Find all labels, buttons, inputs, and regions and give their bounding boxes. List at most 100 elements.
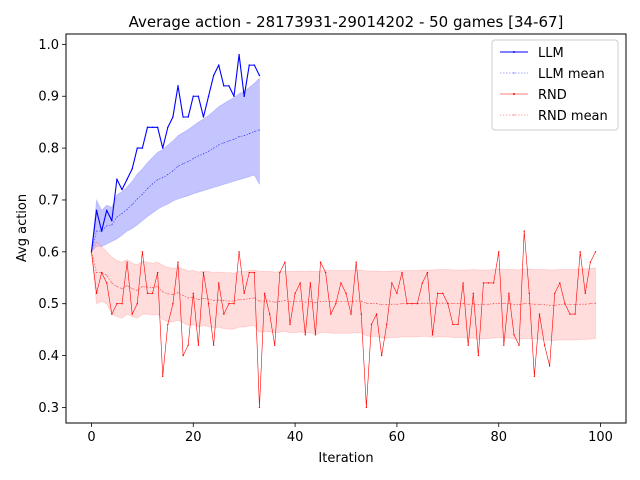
rnd-mean-point <box>406 303 408 305</box>
rnd-mean-point <box>243 299 245 300</box>
llm-mean-point <box>203 153 204 155</box>
y-tick-label: 0.7 <box>38 193 59 208</box>
rnd-mean-point <box>477 304 479 306</box>
rnd-mean-point <box>381 304 383 306</box>
rnd-mean-point <box>549 304 551 306</box>
llm-point <box>177 85 179 87</box>
rnd-mean-point <box>167 293 169 295</box>
rnd-point <box>182 354 184 357</box>
rnd-mean-point <box>437 302 439 304</box>
rnd-point <box>106 282 108 284</box>
rnd-mean-point <box>111 282 113 284</box>
rnd-mean-point <box>432 303 433 305</box>
rnd-legend-label: RND <box>538 88 567 103</box>
rnd-mean-point <box>503 303 505 305</box>
llm-mean-point <box>182 163 184 165</box>
rnd-point <box>508 292 510 295</box>
rnd-point <box>498 251 500 253</box>
x-tick-label: 20 <box>185 430 202 445</box>
rnd-point <box>299 282 301 284</box>
rnd-mean-point <box>396 303 398 305</box>
llm-mean-point <box>126 208 128 210</box>
rnd-point <box>579 251 581 253</box>
rnd-point <box>95 292 98 295</box>
llm-mean-point <box>177 165 179 167</box>
rnd-point <box>426 271 429 274</box>
rnd-point <box>421 282 424 284</box>
llm-mean-point <box>101 230 103 232</box>
rnd-mean-point <box>544 304 545 306</box>
rnd-point <box>350 313 352 315</box>
llm-point <box>258 74 261 77</box>
llm-mean-point <box>131 204 133 206</box>
llm-mean-line <box>91 129 260 252</box>
rnd-point <box>156 271 159 274</box>
llm-mean-point <box>136 198 138 200</box>
rnd-point <box>289 323 291 326</box>
rnd-mean-point <box>493 303 495 305</box>
rnd-point <box>492 282 495 284</box>
rnd-point <box>167 323 169 326</box>
llm-mean-point <box>223 142 225 144</box>
rnd-mean-point <box>289 301 291 303</box>
rnd-point <box>513 334 515 336</box>
llm-point <box>253 64 256 66</box>
rnd-point <box>355 261 357 263</box>
llm-point <box>197 95 200 97</box>
rnd-point <box>370 323 373 326</box>
rnd-mean-point <box>365 302 367 304</box>
y-tick-label: 0.9 <box>38 90 59 105</box>
llm-mean-point <box>233 138 235 140</box>
rnd-mean-point <box>304 301 306 303</box>
llm-point <box>243 95 245 97</box>
rnd-point <box>569 313 571 315</box>
llm-mean-point <box>96 230 97 232</box>
rnd-point <box>462 282 464 284</box>
llm-mean-point <box>187 161 189 162</box>
rnd-mean-point <box>569 304 571 306</box>
rnd-mean-point <box>421 302 423 304</box>
rnd-mean-point <box>376 303 377 305</box>
rnd-point <box>487 282 490 284</box>
rnd-mean-point <box>488 303 489 305</box>
llm-mean-point <box>218 144 220 146</box>
rnd-mean-point <box>533 303 535 305</box>
rnd-mean-point <box>579 303 581 305</box>
y-tick-label: 0.3 <box>38 401 59 416</box>
llm-mean-point <box>228 140 230 142</box>
rnd-mean-point <box>269 300 271 302</box>
rnd-mean-point <box>294 301 296 303</box>
rnd-mean-point <box>574 304 576 306</box>
rnd-point <box>345 292 347 295</box>
llm-point <box>223 85 225 87</box>
llm-mean-band <box>90 77 260 253</box>
rnd-point <box>202 271 205 274</box>
rnd-point <box>340 282 342 284</box>
rnd-mean-point <box>355 300 357 302</box>
rnd-mean-point <box>213 300 215 301</box>
rnd-mean-point <box>564 304 566 306</box>
llm-point <box>131 168 133 170</box>
rnd-mean-point <box>340 301 342 303</box>
llm-point <box>248 64 250 66</box>
llm-point <box>141 147 144 149</box>
rnd-point <box>375 313 378 315</box>
rnd-point <box>228 303 230 305</box>
rnd-mean-point <box>248 298 250 299</box>
x-axis-title: Iteration <box>318 451 373 466</box>
rnd-mean-point <box>320 301 321 303</box>
rnd-point <box>294 292 296 295</box>
rnd-point <box>141 251 144 253</box>
rnd-mean-point <box>197 299 199 300</box>
rnd-point <box>477 354 480 357</box>
rnd-mean-point <box>442 302 444 304</box>
llm-mean-point <box>253 131 255 132</box>
rnd-mean-point <box>274 301 276 303</box>
y-axis-title: Avg action <box>15 194 30 262</box>
rnd-mean-point <box>472 303 474 305</box>
rnd-point <box>594 251 597 253</box>
rnd-point <box>543 344 546 346</box>
llm-mean-point <box>147 188 148 189</box>
rnd-point <box>564 303 566 305</box>
